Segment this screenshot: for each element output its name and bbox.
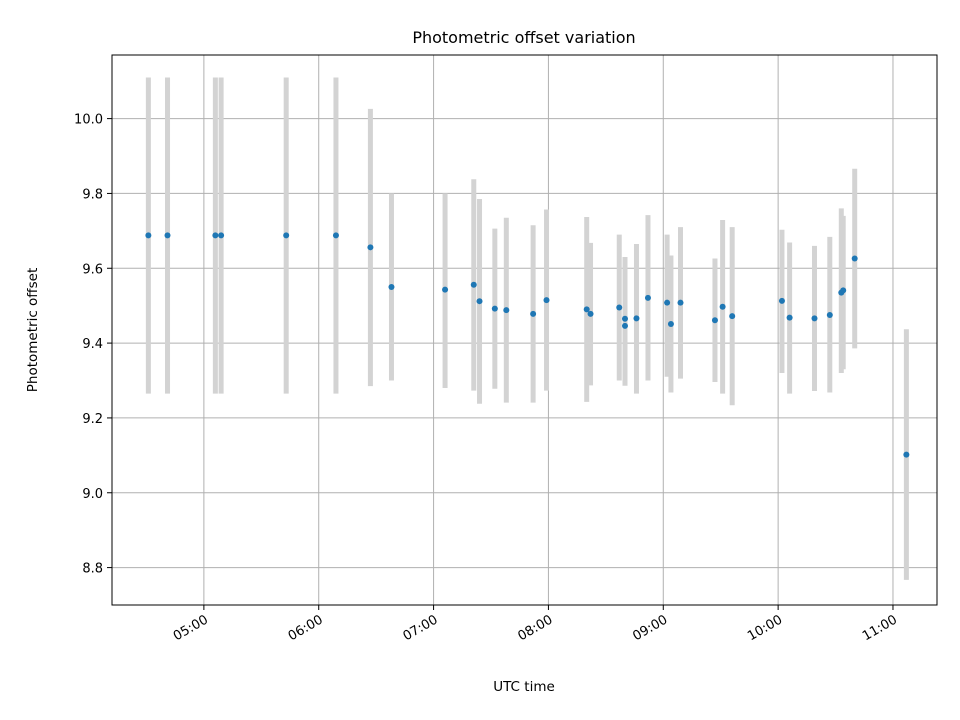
y-tick-label: 9.6 (82, 262, 103, 277)
data-point (677, 299, 684, 306)
data-point (664, 299, 671, 306)
data-point (470, 281, 477, 288)
data-point (729, 313, 736, 320)
y-tick-label: 9.8 (82, 187, 103, 202)
data-point (633, 315, 640, 322)
data-point (218, 232, 225, 239)
data-point (644, 294, 651, 301)
data-point (621, 315, 628, 322)
data-point (503, 307, 510, 314)
data-point (587, 310, 594, 317)
data-point (616, 304, 623, 311)
y-tick-label: 9.4 (82, 337, 103, 352)
data-point (212, 232, 219, 239)
data-point (840, 287, 847, 294)
data-point (719, 303, 726, 310)
data-points (145, 232, 910, 458)
chart-title: Photometric offset variation (412, 28, 635, 47)
data-point (367, 244, 374, 251)
data-point (621, 322, 628, 329)
data-point (164, 232, 171, 239)
x-axis-label: UTC time (493, 679, 555, 695)
data-point (778, 297, 785, 304)
data-point (786, 314, 793, 321)
data-point (476, 298, 483, 305)
data-point (711, 317, 718, 324)
y-axis-label: Photometric offset (25, 268, 41, 392)
data-point (826, 312, 833, 319)
plot-frame (111, 54, 938, 606)
data-point (332, 232, 339, 239)
y-tick-label: 9.0 (82, 487, 103, 502)
y-axis-ticks: 8.8 9.0 9.2 9.4 9.6 9.8 10.0 (74, 113, 112, 577)
data-point (903, 451, 910, 458)
data-point (283, 232, 290, 239)
data-point (442, 286, 449, 293)
data-point (145, 232, 152, 239)
data-point (583, 306, 590, 313)
y-tick-label: 8.8 (82, 562, 103, 577)
y-tick-label: 9.2 (82, 412, 103, 427)
data-point (530, 310, 537, 317)
data-point (491, 305, 498, 312)
data-point (388, 283, 395, 290)
y-tick-label: 10.0 (74, 113, 103, 128)
grid-lines (112, 55, 937, 605)
data-point (851, 255, 858, 262)
data-point (667, 321, 674, 328)
data-point (811, 315, 818, 322)
data-point (543, 297, 550, 304)
